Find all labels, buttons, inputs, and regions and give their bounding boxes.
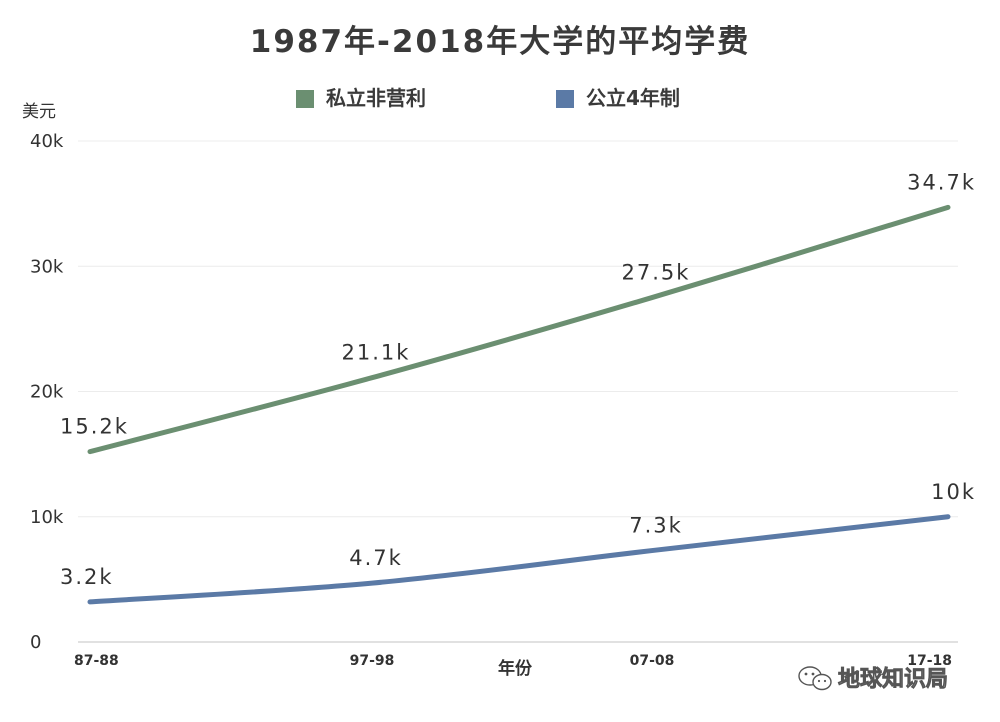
series-line-1 (87, 204, 951, 455)
data-label: 10k (931, 480, 976, 504)
data-label: 21.1k (342, 341, 411, 365)
x-tick-label: 07-08 (630, 653, 675, 669)
y-tick-label: 0 (30, 632, 41, 653)
y-axis-ticks: 0 10k 20k 30k 40k (30, 131, 64, 653)
x-tick-label: 17-18 (907, 653, 952, 669)
y-tick-label: 40k (30, 131, 64, 152)
data-label: 27.5k (622, 261, 691, 285)
legend: 私立非营利 公立4年制 (296, 86, 680, 110)
x-axis-label: 年份 (498, 658, 533, 679)
chart-title: 1987年-2018年大学的平均学费 (250, 24, 750, 60)
watermark: 地球知识局 (798, 666, 948, 692)
y-axis-unit-label: 美元 (22, 102, 56, 122)
y-tick-label: 10k (30, 507, 64, 528)
data-label: 7.3k (629, 514, 683, 538)
wechat-icon (798, 666, 832, 691)
data-label: 3.2k (60, 565, 114, 589)
gridlines (78, 140, 958, 643)
legend-swatch (556, 90, 574, 108)
data-label: 34.7k (907, 170, 976, 194)
x-tick-label: 97-98 (350, 653, 395, 669)
legend-label: 私立非营利 (326, 86, 426, 110)
x-axis-ticks: 87-88 97-98 07-08 17-18 (74, 653, 952, 669)
series-lines (87, 204, 951, 605)
data-label: 4.7k (349, 546, 403, 570)
data-labels: 15.2k 21.1k 27.5k 34.7k 3.2k 4.7k 7.3k 10k (60, 170, 976, 589)
data-label: 15.2k (60, 415, 129, 439)
legend-swatch (296, 90, 314, 108)
y-tick-label: 30k (30, 256, 64, 277)
y-tick-label: 20k (30, 382, 64, 403)
watermark-text: 地球知识局 (838, 666, 948, 692)
legend-label: 公立4年制 (586, 86, 680, 110)
x-tick-label: 87-88 (74, 653, 119, 669)
series-line-2 (87, 514, 951, 605)
